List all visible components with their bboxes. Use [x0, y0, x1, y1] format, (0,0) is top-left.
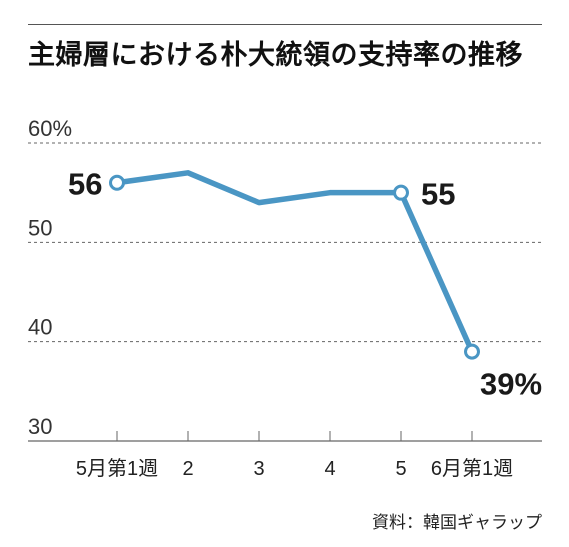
data-point-marker [464, 343, 480, 360]
y-tick-label: 30 [28, 414, 52, 439]
chart-title: 主婦層における朴大統領の支持率の推移 [28, 40, 523, 70]
y-tick-label: 60% [28, 116, 72, 141]
data-label: 56 [68, 167, 102, 202]
x-tick-label: 5 [395, 458, 406, 480]
x-tick-label: 3 [253, 458, 264, 480]
x-tick-label: 2 [182, 458, 193, 480]
top-rule [28, 24, 542, 25]
x-tick-label: 4 [324, 458, 335, 480]
data-label: 55 [421, 177, 455, 212]
series-line-path [114, 170, 475, 355]
grid-lines [28, 142, 542, 442]
series-line [114, 170, 475, 355]
y-tick-labels: 30 40 50 60% [28, 116, 72, 439]
data-point-marker [393, 184, 409, 201]
source-note: 資料：韓国ギャラップ [372, 513, 542, 532]
y-tick-label: 40 [28, 315, 52, 340]
data-labels: 56 55 39% [68, 167, 542, 402]
x-tick-label: 6月第1週 [431, 457, 513, 480]
data-point-marker [109, 174, 125, 191]
y-tick-label: 50 [28, 215, 52, 240]
data-points [109, 174, 480, 360]
data-label: 39% [480, 367, 542, 402]
x-axis: 5月第1週 2 3 4 5 6月第1週 [76, 431, 513, 480]
x-tick-label: 5月第1週 [76, 457, 158, 480]
